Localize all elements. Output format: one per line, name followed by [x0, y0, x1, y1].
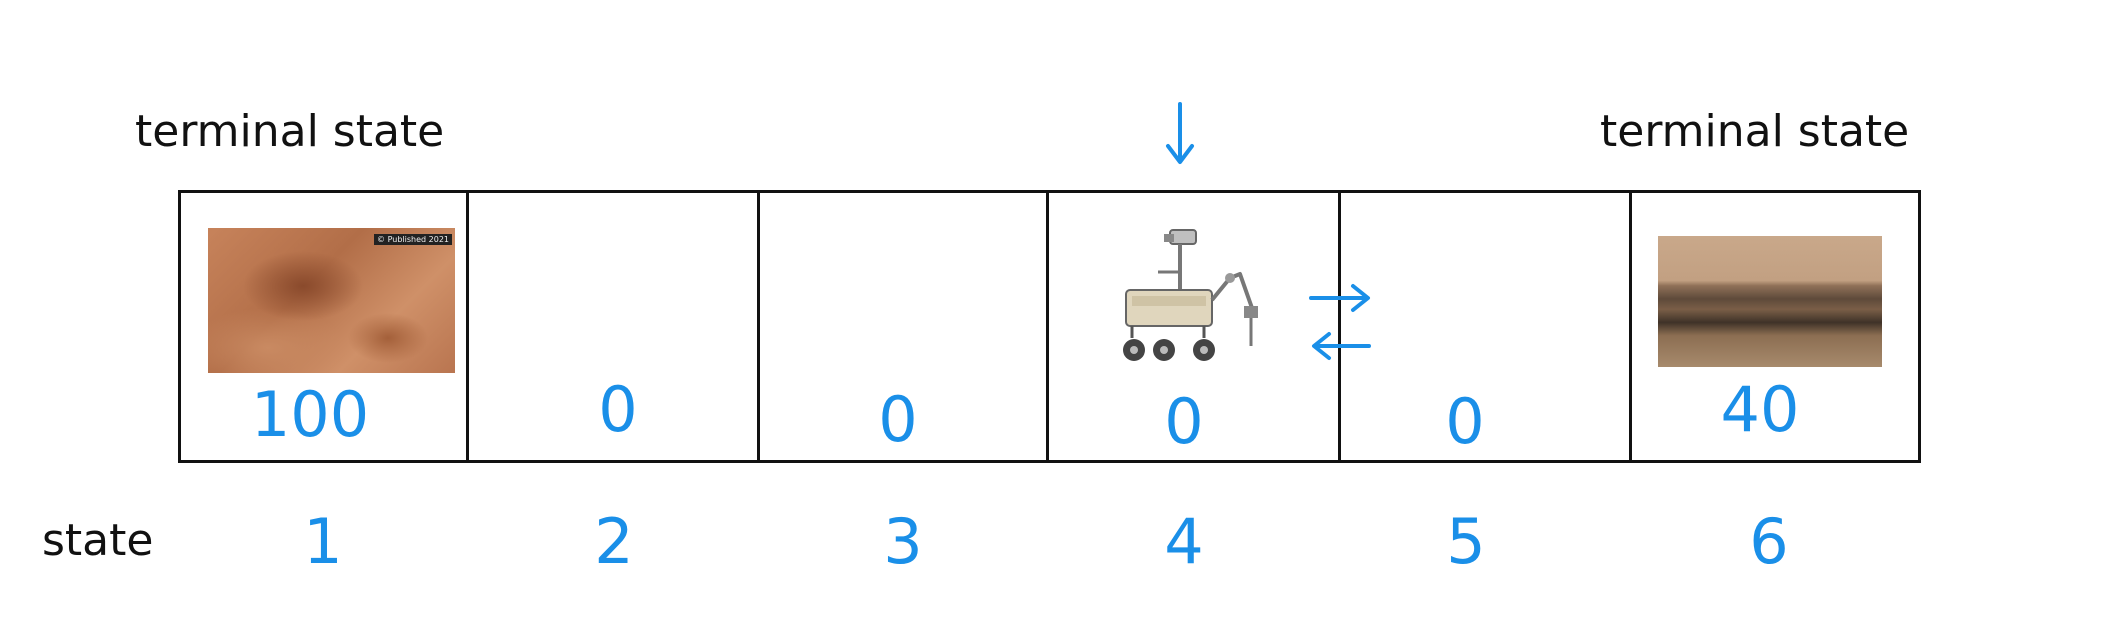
terminal-state-label-right: terminal state: [1600, 106, 1910, 157]
state-cell-2: [466, 190, 760, 463]
state-cell-5: [1338, 190, 1632, 463]
state-number-6: 6: [1749, 505, 1789, 578]
left-right-arrows-icon: [1309, 284, 1371, 360]
state-number-2: 2: [594, 505, 634, 578]
reward-state-2: 0: [598, 373, 638, 446]
rover-icon: [1123, 229, 1258, 361]
state-number-5: 5: [1446, 505, 1486, 578]
reward-state-4: 0: [1164, 385, 1204, 458]
photo-tag: © Published 2021: [374, 234, 452, 245]
state-cell-3: [757, 190, 1049, 463]
state-number-4: 4: [1164, 505, 1204, 578]
reward-state-1: 100: [250, 378, 370, 451]
reward-state-3: 0: [878, 383, 918, 456]
down-arrow-icon: [1166, 102, 1194, 164]
terminal-state-label-left: terminal state: [135, 106, 445, 157]
state-number-3: 3: [883, 505, 923, 578]
state-number-1: 1: [303, 505, 343, 578]
state-row-label: state: [42, 515, 154, 566]
crater-photo: © Published 2021: [208, 228, 455, 373]
canyon-photo: [1658, 236, 1882, 367]
reward-state-6: 40: [1720, 373, 1800, 446]
reward-state-5: 0: [1445, 385, 1485, 458]
